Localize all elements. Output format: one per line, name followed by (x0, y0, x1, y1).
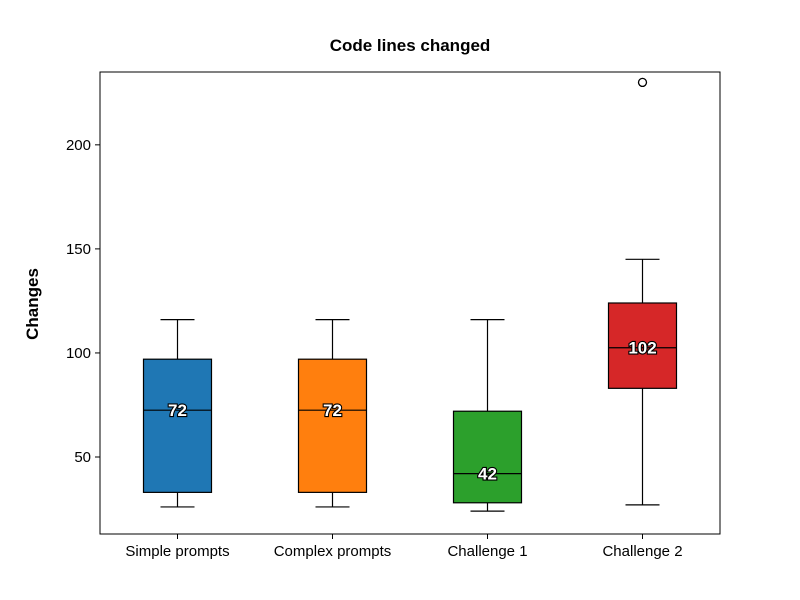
y-tick-label: 100 (66, 345, 91, 362)
y-tick-label: 200 (66, 137, 91, 154)
y-axis-label: Changes (23, 268, 42, 340)
box-group-challenge-2: 102 (607, 77, 678, 506)
chart-title: Code lines changed (330, 36, 491, 55)
outlier-point (637, 77, 648, 88)
iqr-box (297, 358, 368, 493)
median-label: 102 (628, 339, 656, 358)
y-tick-label: 50 (74, 449, 91, 466)
x-tick-label: Challenge 1 (447, 543, 527, 560)
x-tick-label: Challenge 2 (602, 543, 682, 560)
x-tick-label: Simple prompts (125, 543, 229, 560)
plot-area: 50 100 150 200 72 Simple prompts 72 Complex pro… (66, 71, 721, 560)
box-group-complex-prompts: 72 (297, 319, 368, 508)
median-label: 42 (478, 465, 497, 484)
iqr-box (142, 358, 213, 493)
median-label: 72 (168, 401, 187, 420)
box-group-simple-prompts: 72 (142, 319, 213, 508)
x-tick-label: Complex prompts (274, 543, 392, 560)
y-tick-label: 150 (66, 241, 91, 258)
median-label: 72 (323, 401, 342, 420)
box-group-challenge-1: 42 (452, 319, 523, 512)
plot-frame (99, 71, 721, 535)
iqr-box (607, 302, 678, 389)
iqr-box (452, 410, 523, 504)
